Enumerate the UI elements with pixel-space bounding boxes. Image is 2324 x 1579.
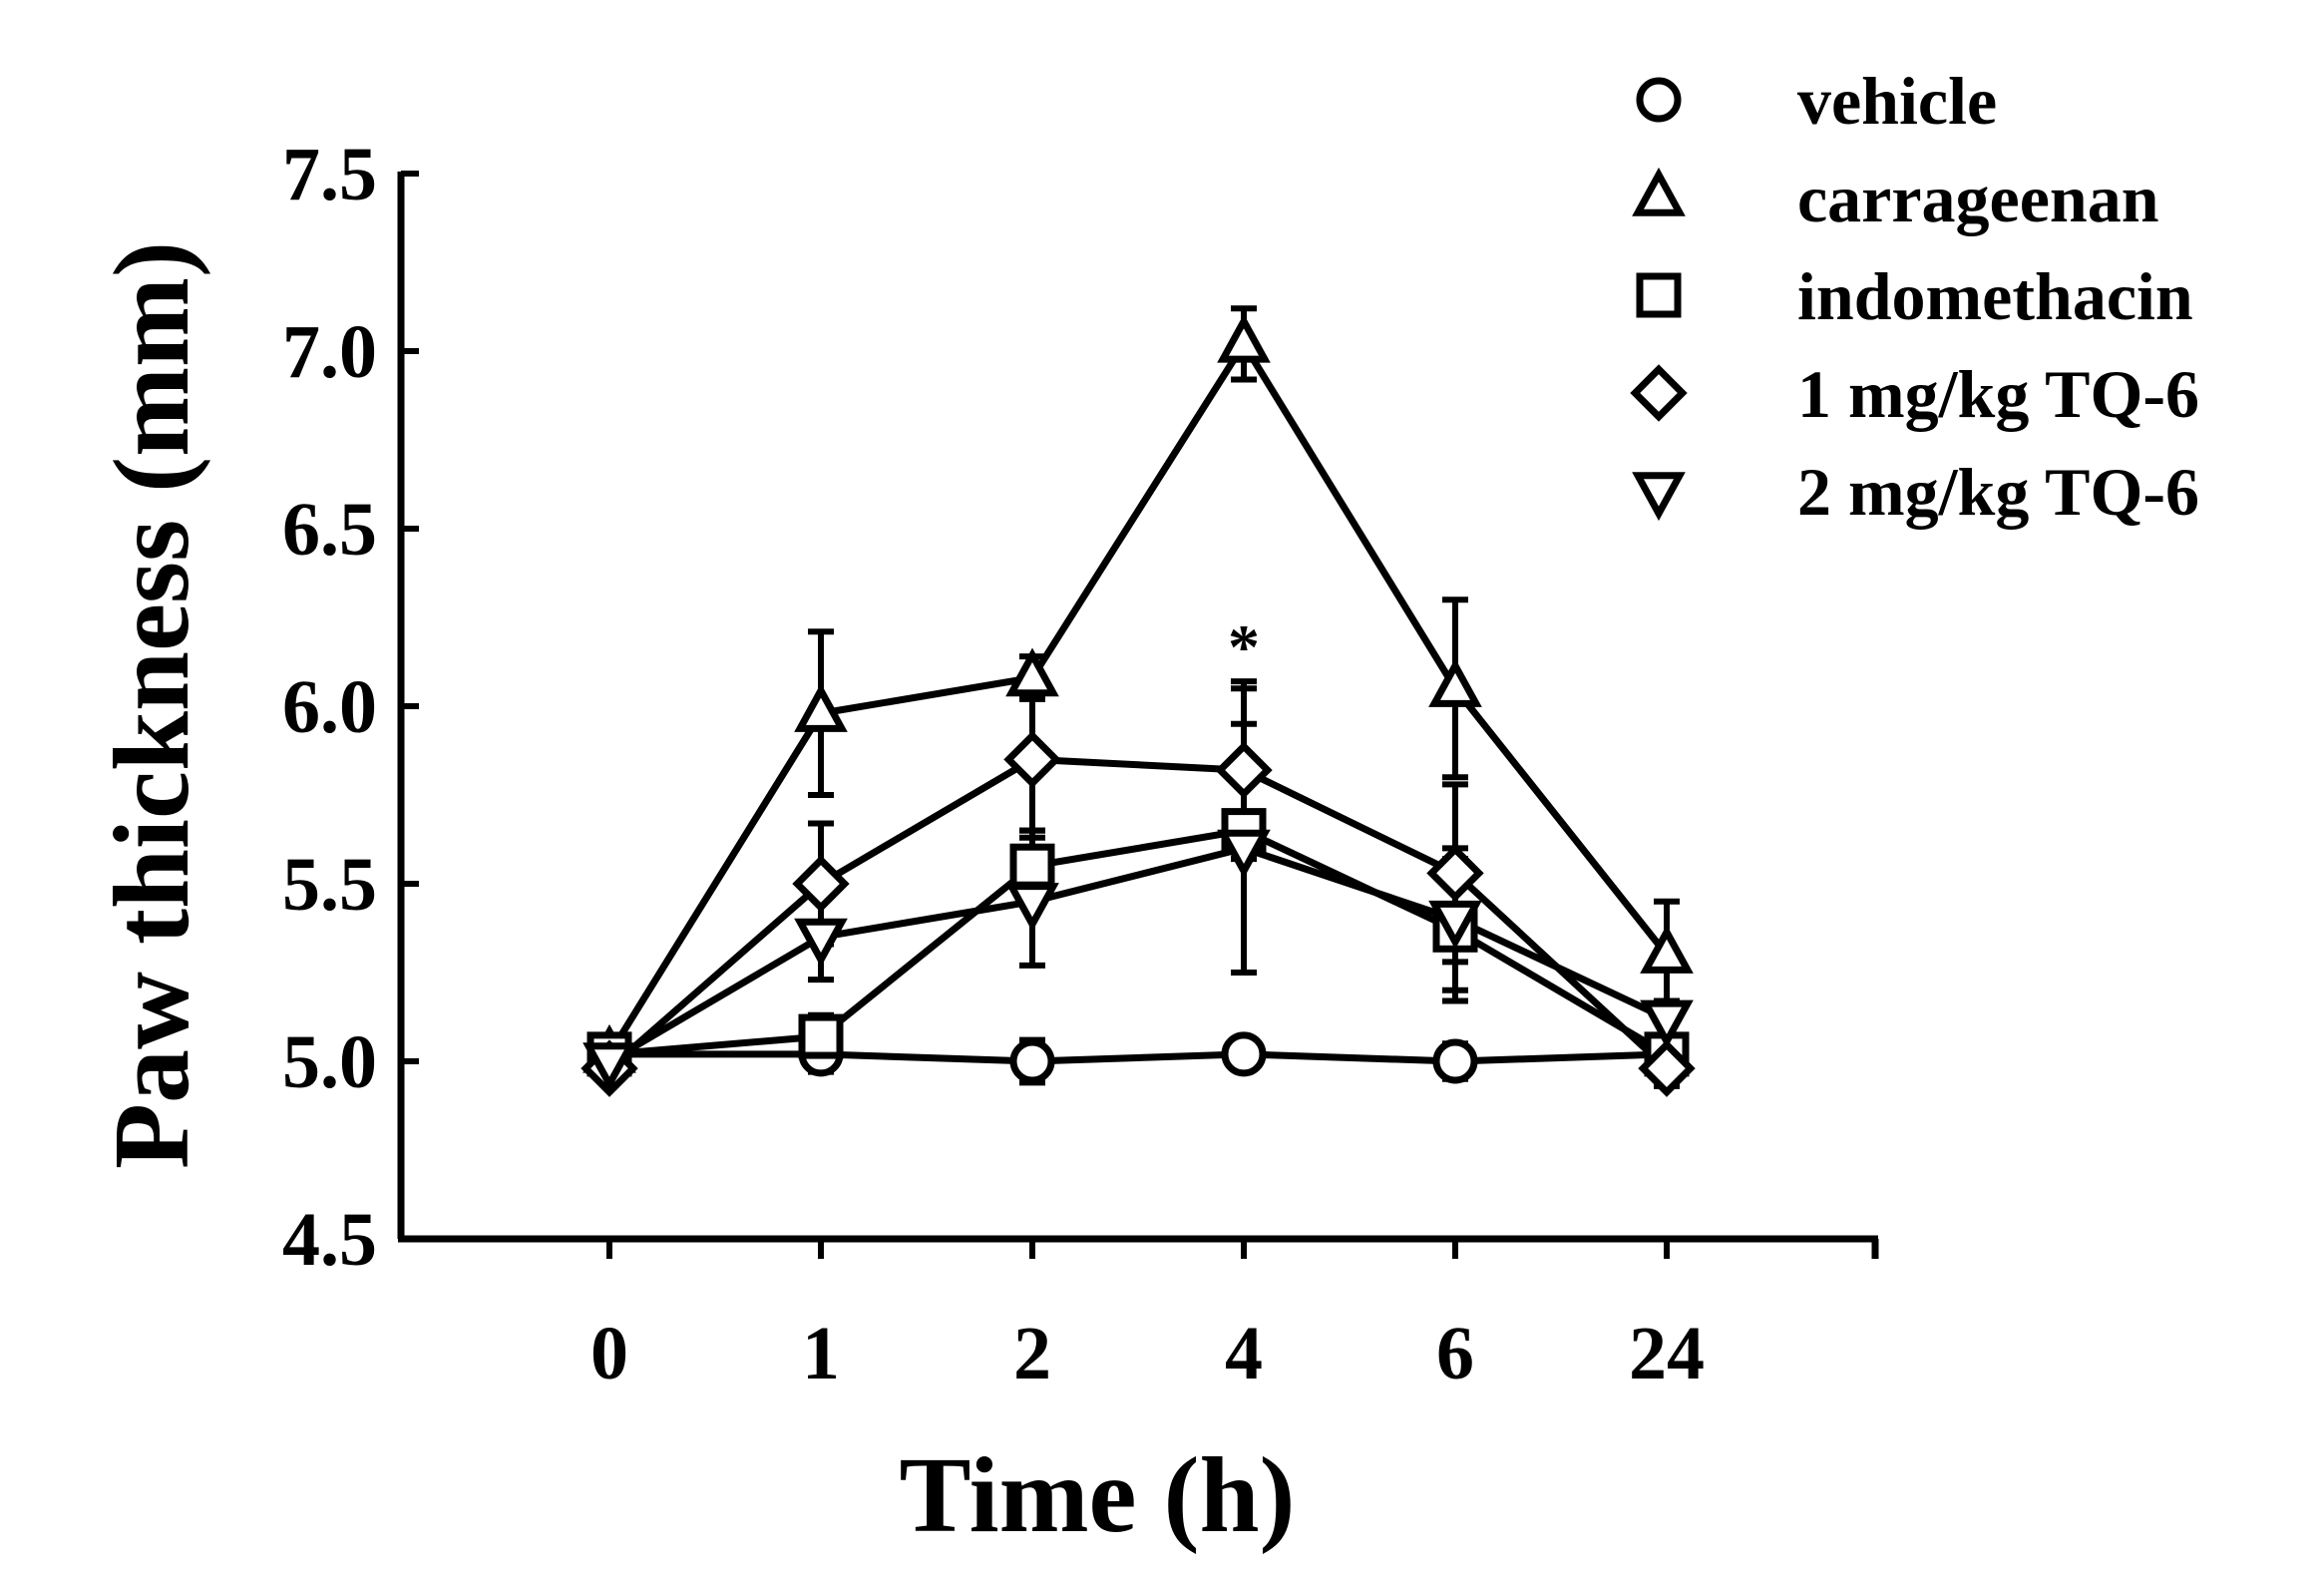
data-point-2-mg-kg-tq-6 — [582, 1042, 636, 1092]
data-point-1-mg-kg-tq-6 — [1003, 730, 1061, 789]
data-point-carrageenan — [1217, 313, 1271, 363]
series-line-2-mg-kg-tq-6 — [607, 844, 1669, 1065]
data-point-carrageenan — [1428, 658, 1482, 707]
error-bars — [808, 305, 1680, 1089]
legend-marker-1-mg-kg-tq-6 — [1630, 364, 1688, 422]
x-ticks: 0 1 2 4 6 24 — [590, 1239, 1705, 1395]
y-tick-label: 5.5 — [282, 843, 377, 927]
data-point-1-mg-kg-tq-6 — [1638, 1039, 1696, 1097]
y-tick-label: 4.5 — [282, 1198, 377, 1282]
series-line-1-mg-kg-tq-6 — [606, 755, 1670, 1071]
legend: vehicle carrageenan indomethacin 1 mg/kg TQ… — [1630, 63, 2199, 530]
data-point-2-mg-kg-tq-6 — [1428, 900, 1482, 950]
legend-label-2-mg-kg-tq-6: 2 mg/kg TQ-6 — [1797, 454, 2199, 530]
markers — [581, 313, 1696, 1097]
data-point-carrageenan — [1005, 647, 1059, 697]
data-point-1-mg-kg-tq-6 — [1215, 741, 1273, 799]
x-axis-title: Time (h) — [900, 1436, 1296, 1555]
legend-label-1-mg-kg-tq-6: 1 mg/kg TQ-6 — [1797, 356, 2199, 432]
axes — [397, 172, 1879, 1259]
data-point-2-mg-kg-tq-6 — [1640, 999, 1694, 1049]
series-line-indomethacin — [608, 827, 1669, 1058]
y-tick-label: 6.5 — [282, 488, 377, 572]
x-tick-label: 6 — [1436, 1312, 1474, 1395]
legend-marker-2-mg-kg-tq-6 — [1632, 472, 1686, 522]
data-point-2-mg-kg-tq-6 — [1217, 829, 1271, 879]
series-lines — [606, 340, 1670, 1071]
legend-marker-vehicle — [1636, 77, 1682, 123]
y-tick-label: 6.0 — [282, 665, 377, 749]
x-tick-label: 1 — [802, 1312, 840, 1395]
x-tick-label: 0 — [590, 1312, 628, 1395]
significance-asterisk: * — [1228, 611, 1260, 682]
legend-marker-indomethacin — [1636, 272, 1682, 318]
series-line-carrageenan — [606, 340, 1670, 1056]
data-point-carrageenan — [794, 683, 848, 732]
series-line-vehicle — [609, 1050, 1668, 1065]
y-tick-label: 7.0 — [282, 310, 377, 394]
data-point-2-mg-kg-tq-6 — [794, 918, 848, 968]
data-point-vehicle — [1221, 1031, 1267, 1077]
legend-label-carrageenan: carrageenan — [1797, 161, 2159, 236]
data-point-indomethacin — [798, 1013, 844, 1059]
y-tick-label: 5.0 — [282, 1020, 377, 1104]
data-point-indomethacin — [1009, 843, 1055, 889]
data-point-carrageenan — [1640, 925, 1694, 974]
data-point-vehicle — [1432, 1038, 1478, 1084]
data-point-1-mg-kg-tq-6 — [1426, 844, 1484, 903]
data-point-2-mg-kg-tq-6 — [1005, 883, 1059, 932]
legend-marker-carrageenan — [1632, 167, 1686, 216]
x-tick-label: 4 — [1225, 1312, 1263, 1395]
legend-label-vehicle: vehicle — [1797, 63, 1997, 139]
data-point-vehicle — [1009, 1038, 1055, 1084]
y-axis-title: Paw thickness (mm) — [93, 241, 211, 1169]
y-ticks: 4.5 5.0 5.5 6.0 6.5 7.0 7.5 — [282, 133, 419, 1282]
x-tick-label: 2 — [1013, 1312, 1051, 1395]
data-point-1-mg-kg-tq-6 — [792, 855, 850, 913]
x-tick-label: 24 — [1629, 1312, 1705, 1395]
legend-label-indomethacin: indomethacin — [1797, 258, 2193, 334]
y-tick-label: 7.5 — [282, 133, 377, 216]
